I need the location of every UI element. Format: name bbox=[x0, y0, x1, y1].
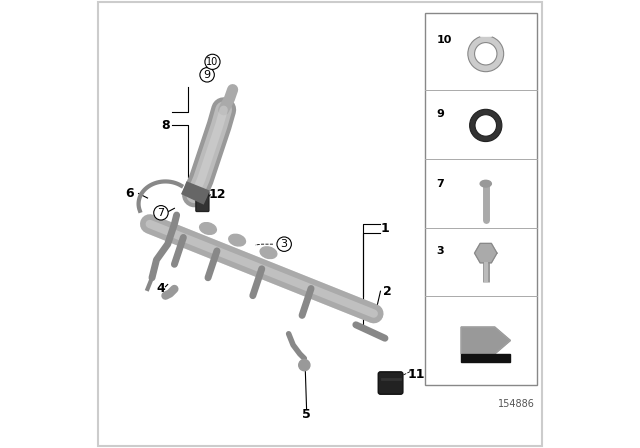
Text: 10: 10 bbox=[436, 35, 452, 45]
Text: 7: 7 bbox=[157, 208, 164, 218]
Polygon shape bbox=[461, 327, 511, 354]
Text: 7: 7 bbox=[436, 179, 444, 189]
FancyBboxPatch shape bbox=[378, 372, 403, 394]
Text: 9: 9 bbox=[204, 70, 211, 80]
Text: 8: 8 bbox=[161, 119, 170, 132]
FancyBboxPatch shape bbox=[425, 13, 538, 385]
Text: 9: 9 bbox=[436, 109, 444, 119]
Ellipse shape bbox=[480, 180, 492, 187]
FancyBboxPatch shape bbox=[196, 192, 209, 211]
Text: 2: 2 bbox=[383, 284, 392, 298]
Text: 3: 3 bbox=[436, 246, 444, 256]
Text: 10: 10 bbox=[206, 57, 219, 67]
Text: 154886: 154886 bbox=[498, 399, 535, 409]
Polygon shape bbox=[475, 243, 497, 263]
Text: 6: 6 bbox=[125, 187, 134, 200]
Polygon shape bbox=[461, 327, 511, 354]
Text: 12: 12 bbox=[208, 188, 226, 202]
Ellipse shape bbox=[299, 359, 310, 371]
Text: 3: 3 bbox=[281, 239, 287, 249]
Ellipse shape bbox=[200, 223, 216, 234]
Text: 5: 5 bbox=[302, 408, 311, 421]
Polygon shape bbox=[461, 354, 511, 362]
Text: 1: 1 bbox=[381, 222, 389, 235]
Text: 11: 11 bbox=[408, 367, 425, 381]
Ellipse shape bbox=[260, 247, 277, 258]
Ellipse shape bbox=[228, 234, 246, 246]
Text: 4: 4 bbox=[157, 282, 165, 296]
